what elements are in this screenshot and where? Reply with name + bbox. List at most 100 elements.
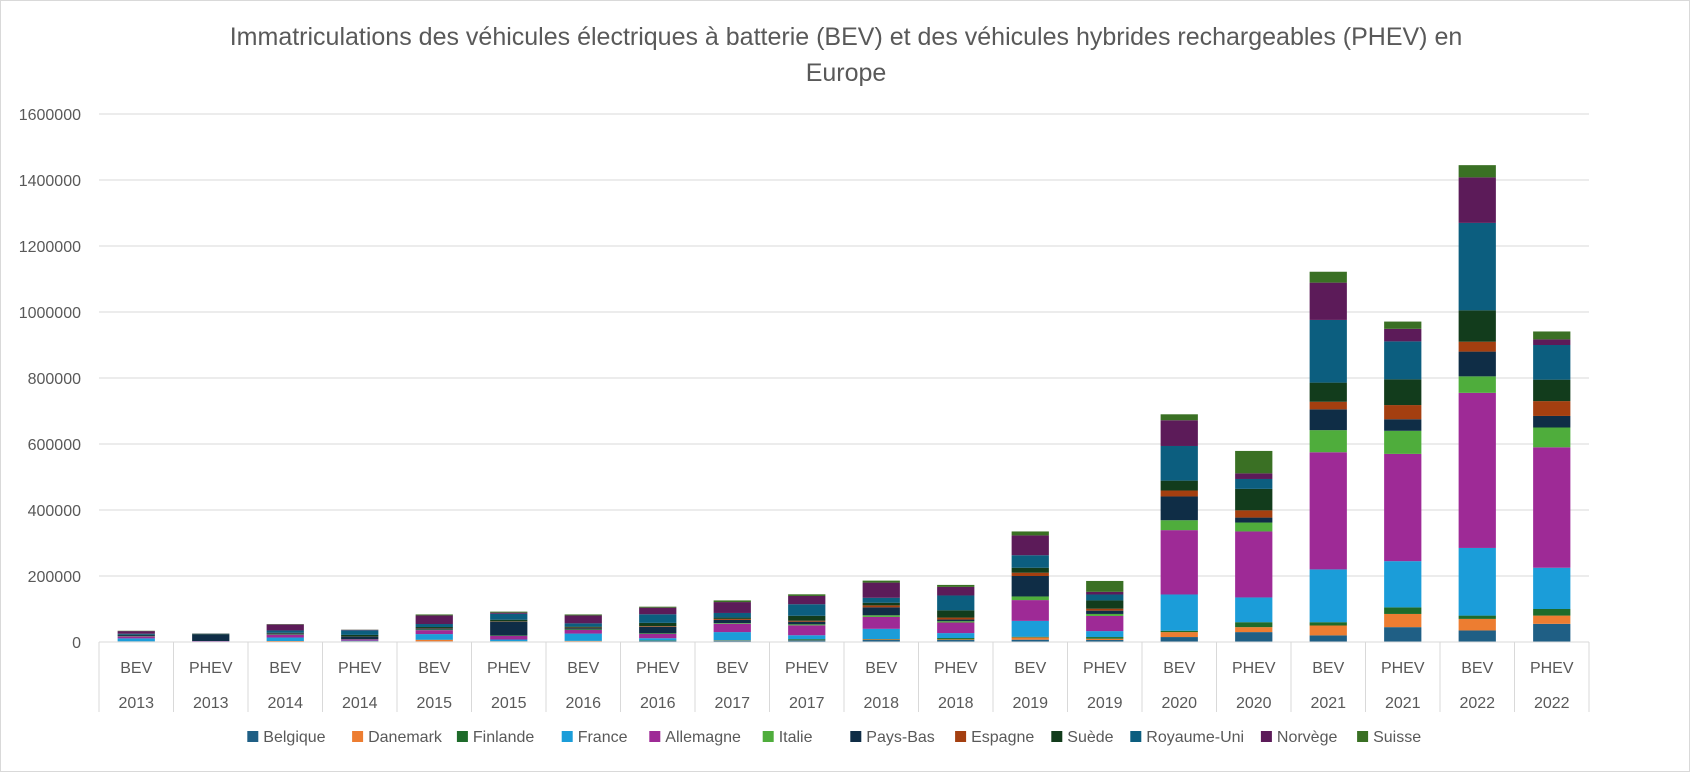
bar-segment-norvège bbox=[788, 596, 825, 604]
bar-segment-suède bbox=[937, 610, 974, 617]
bar-segment-france bbox=[1012, 621, 1049, 637]
x-tick-label-year: 2020 bbox=[1236, 695, 1272, 712]
x-tick-label-type: PHEV bbox=[1083, 660, 1127, 677]
bar-segment-royaume-uni bbox=[565, 623, 602, 626]
x-tick-label-year: 2019 bbox=[1087, 695, 1123, 712]
bar-segment-italie bbox=[1012, 596, 1049, 600]
bar-segment-suisse bbox=[1310, 272, 1347, 283]
gridlines bbox=[99, 114, 1589, 576]
bar-segment-suède bbox=[1533, 380, 1570, 401]
bar-segment-pays-bas bbox=[1459, 352, 1496, 377]
bar-segment-royaume-uni bbox=[1235, 479, 1272, 489]
x-tick-label-type: BEV bbox=[716, 660, 748, 677]
bar-segment-suisse bbox=[1533, 331, 1570, 339]
x-tick-label-year: 2018 bbox=[938, 695, 974, 712]
bar-segment-pays-bas bbox=[267, 633, 304, 634]
bar-segment-suède bbox=[1235, 489, 1272, 510]
bar-segment-espagne bbox=[1012, 573, 1049, 576]
bar-segment-royaume-uni bbox=[788, 604, 825, 616]
x-tick-label-type: BEV bbox=[567, 660, 599, 677]
bar-segment-danemark bbox=[1459, 619, 1496, 631]
bar-segment-espagne bbox=[1310, 402, 1347, 410]
bar-segment-suisse bbox=[490, 612, 527, 613]
x-tick-label-type: PHEV bbox=[338, 660, 382, 677]
bar-segment-pays-bas bbox=[341, 637, 378, 640]
x-tick-label-year: 2018 bbox=[863, 695, 899, 712]
x-tick-label-type: PHEV bbox=[636, 660, 680, 677]
x-tick-label-type: PHEV bbox=[934, 660, 978, 677]
y-tick-label: 400000 bbox=[28, 503, 81, 520]
legend-swatch-espagne bbox=[955, 731, 966, 742]
bar-segment-royaume-uni bbox=[863, 598, 900, 603]
bar-segment-norvège bbox=[1459, 177, 1496, 223]
x-tick-label-type: BEV bbox=[418, 660, 450, 677]
bar-segment-france bbox=[639, 638, 676, 640]
bar-segment-pays-bas bbox=[565, 628, 602, 629]
bar-segment-suisse bbox=[1235, 451, 1272, 473]
bar-segment-allemagne bbox=[1012, 600, 1049, 621]
x-tick-label-type: PHEV bbox=[1232, 660, 1276, 677]
x-tick-label-type: BEV bbox=[1014, 660, 1046, 677]
bar-segment-norvège bbox=[1012, 535, 1049, 555]
bar-segment-royaume-uni bbox=[1086, 594, 1123, 600]
bars bbox=[118, 165, 1571, 642]
bar-segment-france bbox=[118, 638, 155, 641]
bar-segment-suède bbox=[490, 620, 527, 622]
bar-segment-allemagne bbox=[1533, 447, 1570, 567]
bar-segment-norvège bbox=[1384, 329, 1421, 342]
bar-segment-pays-bas bbox=[192, 634, 229, 641]
y-tick-label: 1600000 bbox=[19, 107, 81, 124]
x-tick-label-type: BEV bbox=[865, 660, 897, 677]
bar-segment-norvège bbox=[1086, 592, 1123, 595]
bar-segment-pays-bas bbox=[1086, 611, 1123, 614]
bar-segment-allemagne bbox=[863, 617, 900, 629]
legend-label-belgique: Belgique bbox=[263, 729, 325, 746]
bar-segment-pays-bas bbox=[1310, 409, 1347, 430]
x-tick-label-year: 2015 bbox=[491, 695, 527, 712]
bar-segment-danemark bbox=[1086, 639, 1123, 640]
bar-segment-pays-bas bbox=[937, 620, 974, 622]
bar-segment-belgique bbox=[1235, 632, 1272, 642]
legend-label-royaume-uni: Royaume-Uni bbox=[1146, 729, 1244, 746]
bar-segment-suède bbox=[565, 627, 602, 628]
x-tick-label-year: 2014 bbox=[267, 695, 303, 712]
bar-segment-suède bbox=[1012, 568, 1049, 573]
x-tick-label-type: PHEV bbox=[785, 660, 829, 677]
legend-swatch-suisse bbox=[1357, 731, 1368, 742]
bar-segment-france bbox=[1533, 568, 1570, 609]
bar-segment-finlande bbox=[1533, 609, 1570, 616]
x-tick-label-year: 2015 bbox=[416, 695, 452, 712]
y-tick-label: 1200000 bbox=[19, 239, 81, 256]
bar-segment-espagne bbox=[714, 619, 751, 620]
legend-label-danemark: Danemark bbox=[368, 729, 443, 746]
bar-segment-allemagne bbox=[490, 636, 527, 640]
x-tick-label-year: 2021 bbox=[1310, 695, 1346, 712]
x-tick-label-type: BEV bbox=[1461, 660, 1493, 677]
bar-segment-france bbox=[1235, 597, 1272, 622]
x-tick-label-year: 2022 bbox=[1459, 695, 1495, 712]
x-tick-label-year: 2016 bbox=[640, 695, 676, 712]
bar-segment-france bbox=[1086, 631, 1123, 637]
bar-segment-royaume-uni bbox=[937, 595, 974, 610]
x-tick-label-type: PHEV bbox=[1530, 660, 1574, 677]
bar-segment-italie bbox=[1384, 431, 1421, 454]
legend-label-suède: Suède bbox=[1067, 729, 1113, 746]
x-tick-label-type: BEV bbox=[269, 660, 301, 677]
bar-segment-finlande bbox=[1086, 637, 1123, 639]
bar-segment-danemark bbox=[1384, 614, 1421, 627]
bar-segment-italie bbox=[863, 615, 900, 617]
bar-segment-finlande bbox=[1012, 637, 1049, 638]
bar-segment-belgique bbox=[1384, 627, 1421, 642]
bar-segment-finlande bbox=[788, 639, 825, 640]
bar-segment-norvège bbox=[416, 615, 453, 624]
bar-segment-espagne bbox=[1533, 401, 1570, 416]
x-tick-label-year: 2017 bbox=[714, 695, 750, 712]
legend-swatch-finlande bbox=[457, 731, 468, 742]
bar-segment-allemagne bbox=[267, 635, 304, 638]
x-tick-label-year: 2013 bbox=[193, 695, 229, 712]
bar-segment-france bbox=[1161, 594, 1198, 630]
bar-segment-pays-bas bbox=[118, 635, 155, 636]
x-tick-label-year: 2019 bbox=[1012, 695, 1048, 712]
